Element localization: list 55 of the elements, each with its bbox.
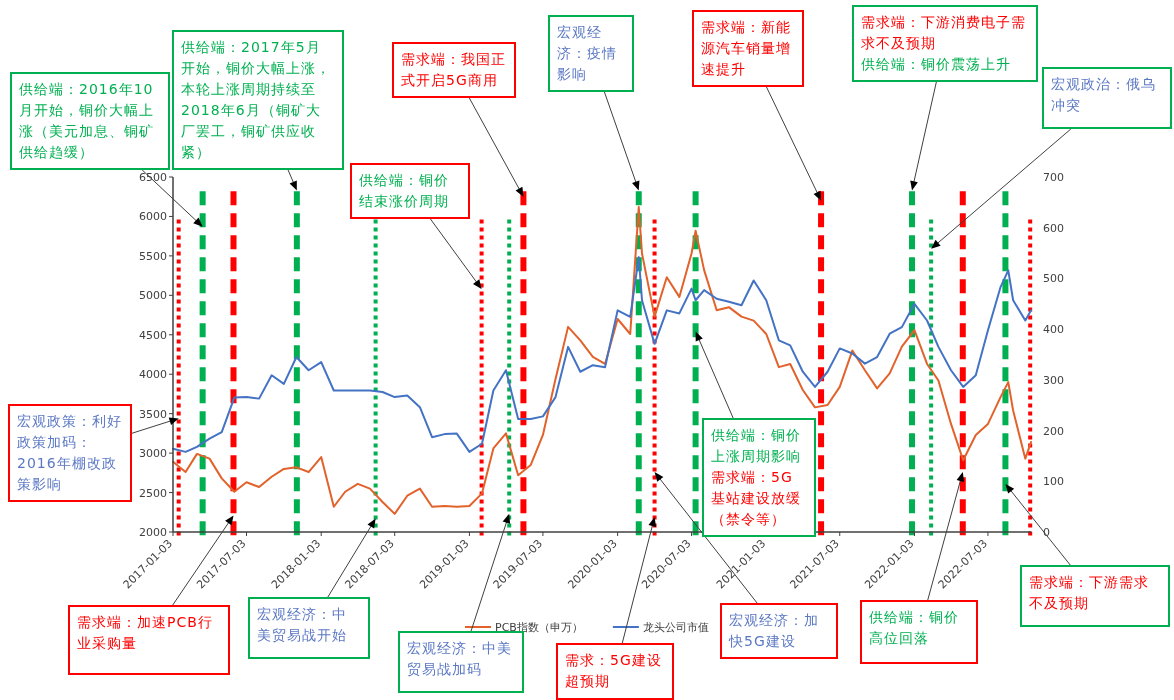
annotation: 供给端：铜价上涨周期影响 [711, 426, 802, 466]
annotation: 需求端：我国正式开启5G商用 [392, 42, 516, 98]
annotation: 供给端：铜价高位回落 [860, 600, 978, 664]
annotation: 宏观经济：疫情影响 [557, 23, 618, 84]
annotation: 供给端：铜价震荡上升 [861, 55, 1012, 74]
annotation: 供给端：2017年5月开始，铜价大幅上涨，本轮上涨周期持续至2018年6月（铜矿大厂罢工，铜矿供应收紧） [172, 30, 344, 170]
annotation: 需求：5G建设超预期 [556, 643, 674, 700]
annotation: 宏观经济：疫情影响 [548, 15, 634, 92]
annotation: 需求端：加速PCB行业采购量 [68, 605, 230, 675]
annotation: 供给端：铜价结束涨价周期 [359, 171, 450, 211]
annotation: 供给端：2016年10月开始，铜价大幅上涨（美元加息、铜矿供给趋缓） [10, 72, 170, 170]
y-tick-label: 3500 [139, 407, 167, 421]
annotation: 宏观经济：中美贸易战开始 [257, 605, 348, 645]
annotation: 宏观政治：俄乌冲突 [1051, 75, 1157, 115]
annotation: 宏观经济：中美贸易战加码 [398, 631, 524, 693]
y-tick-label: 5000 [139, 289, 167, 303]
annotation: 需求端：加速PCB行业采购量 [77, 613, 214, 653]
annotation: 需求：5G建设超预期 [565, 651, 663, 691]
annotation: 宏观政策：利好政策加码：2016年棚改政策影响 [8, 404, 132, 502]
y2-tick-label: 700 [1043, 171, 1064, 184]
annotation: 宏观经济：中美贸易战加码 [407, 639, 513, 679]
annotation: 供给端：铜价结束涨价周期 [350, 163, 470, 219]
y2-tick-label: 400 [1043, 323, 1064, 337]
y-tick-label: 2500 [139, 486, 167, 500]
y2-tick-label: 500 [1043, 272, 1064, 286]
y2-tick-label: 300 [1043, 373, 1064, 387]
annotation: 供给端：2016年10月开始，铜价大幅上涨（美元加息、铜矿供给趋缓） [19, 80, 155, 162]
y2-tick-label: 600 [1043, 221, 1064, 235]
annotation: 宏观政治：俄乌冲突 [1042, 67, 1172, 129]
y2-tick-label: 200 [1043, 424, 1064, 438]
legend-label: 龙头公司市值 [642, 621, 709, 634]
annotation: 供给端：铜价上涨周期影响 [702, 418, 816, 467]
annotation: 需求端：5G基站建设放缓（禁令等） [702, 467, 816, 537]
annotation: 需求端：下游消费电子需求不及预期 [852, 5, 1038, 54]
y-tick-label: 5500 [139, 249, 167, 263]
annotation: 宏观经济：加快5G建设 [720, 603, 838, 659]
y2-tick-label: 0 [1043, 526, 1050, 539]
y-tick-label: 6000 [139, 210, 167, 224]
y-tick-label: 4000 [139, 368, 167, 382]
annotation: 供给端：2017年5月开始，铜价大幅上涨，本轮上涨周期持续至2018年6月（铜矿大厂罢工，铜矿供应收紧） [181, 38, 332, 162]
y2-tick-label: 100 [1043, 475, 1064, 489]
annotation: 需求端：下游需求不及预期 [1029, 573, 1150, 613]
annotation: 需求端：新能源汽车销量增速提升 [701, 18, 792, 79]
y-tick-label: 2000 [139, 526, 167, 539]
annotation: 需求端：新能源汽车销量增速提升 [692, 10, 804, 87]
annotation: 宏观经济：中美贸易战开始 [248, 597, 370, 659]
annotation: 宏观经济：加快5G建设 [729, 611, 820, 651]
annotation: 需求端：下游需求不及预期 [1020, 565, 1170, 627]
y-tick-label: 3000 [139, 447, 167, 461]
annotation: 宏观政策：利好政策加码：2016年棚改政策影响 [17, 412, 123, 494]
annotation: 需求端：5G基站建设放缓（禁令等） [711, 468, 802, 529]
annotation: 供给端：铜价高位回落 [869, 608, 960, 648]
y-tick-label: 4500 [139, 328, 167, 342]
annotation: 供给端：铜价震荡上升 [852, 54, 1038, 82]
annotation: 需求端：我国正式开启5G商用 [401, 50, 507, 90]
